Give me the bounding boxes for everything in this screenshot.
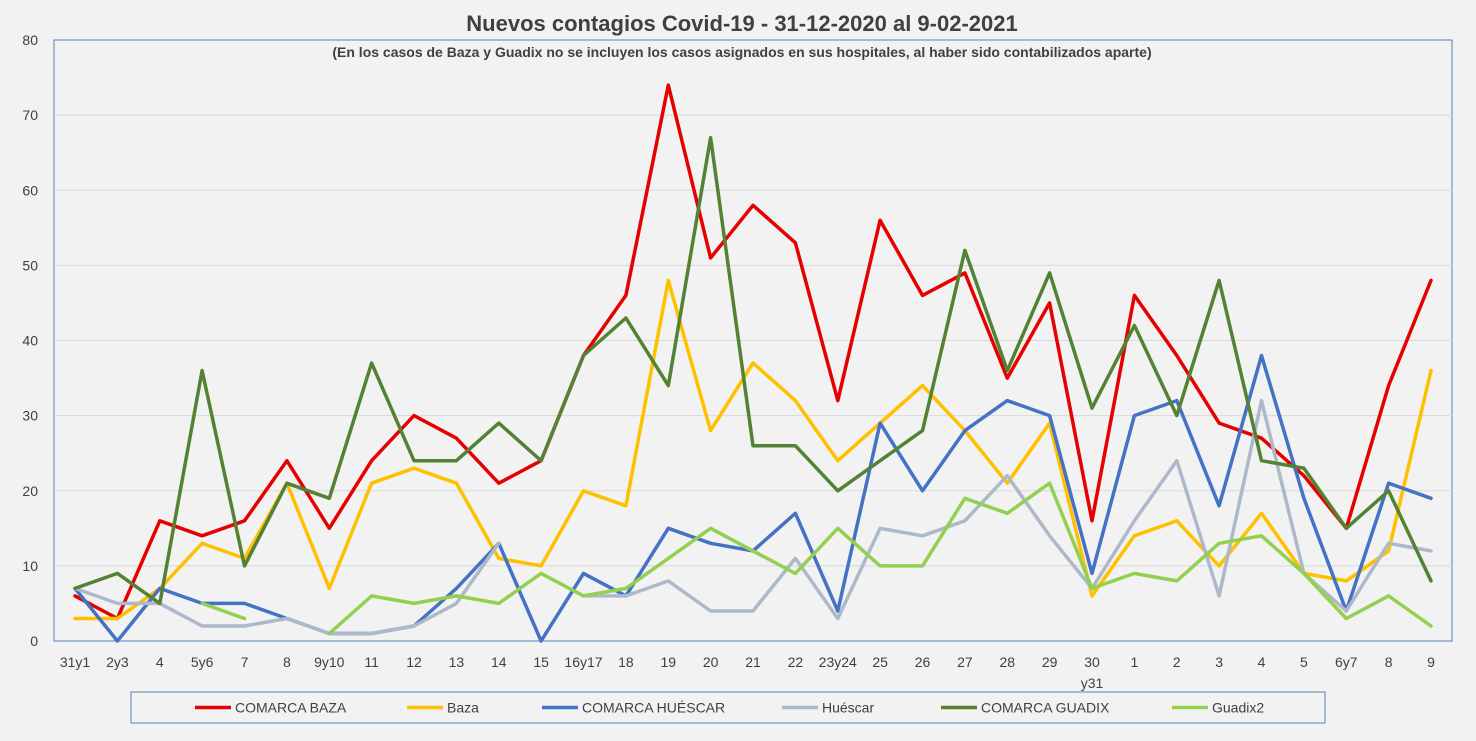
x-tick-label: 22 xyxy=(788,654,804,670)
series-line-5 xyxy=(200,481,1433,636)
y-axis-ticks: 0 10 20 30 40 50 60 70 80 xyxy=(22,32,38,649)
x-tick-label: 2 xyxy=(1173,654,1181,670)
legend-label: Baza xyxy=(447,700,479,716)
x-tick-label: 4 xyxy=(1258,654,1266,670)
x-tick-label: 6y7 xyxy=(1335,654,1358,670)
x-tick-label: 18 xyxy=(618,654,634,670)
x-tick-label: 14 xyxy=(491,654,507,670)
x-tick-label: 29 xyxy=(1042,654,1058,670)
x-tick-label: 5 xyxy=(1300,654,1308,670)
y-tick-label: 40 xyxy=(22,333,38,349)
gridlines xyxy=(54,114,1452,567)
y-tick-label: 20 xyxy=(22,483,38,499)
x-tick-label: 15 xyxy=(533,654,549,670)
x-tick-label: 28 xyxy=(999,654,1015,670)
x-tick-label: 4 xyxy=(156,654,164,670)
x-tick-label: 20 xyxy=(703,654,719,670)
chart-subtitle: (En los casos de Baza y Guadix no se inc… xyxy=(332,44,1151,60)
x-tick-label: 16y17 xyxy=(564,654,602,670)
y-tick-label: 0 xyxy=(30,633,38,649)
x-tick-label: 27 xyxy=(957,654,973,670)
x-tick-label: 21 xyxy=(745,654,761,670)
y-tick-label: 30 xyxy=(22,408,38,424)
x-tick-label: 13 xyxy=(449,654,465,670)
legend-label: Guadix2 xyxy=(1212,700,1264,716)
legend-label: Huéscar xyxy=(822,700,874,716)
series-line-3 xyxy=(73,398,1433,636)
x-tick-label: 9 xyxy=(1427,654,1435,670)
legend-label: COMARCA GUADIX xyxy=(981,700,1110,716)
y-tick-label: 50 xyxy=(22,257,38,273)
x-tick-label: 26 xyxy=(915,654,931,670)
legend-label: COMARCA BAZA xyxy=(235,700,347,716)
x-tick-sublabel: y31 xyxy=(1081,675,1104,691)
series-line-4 xyxy=(73,135,1433,606)
x-tick-label: 30 xyxy=(1084,654,1100,670)
x-tick-label: 19 xyxy=(660,654,676,670)
x-tick-label: 2y3 xyxy=(106,654,129,670)
x-tick-label: 31y1 xyxy=(60,654,91,670)
x-tick-label: 11 xyxy=(364,654,379,670)
legend: COMARCA BAZA Baza COMARCA HUÉSCAR Huéscar CO… xyxy=(195,700,1264,716)
y-tick-label: 60 xyxy=(22,182,38,198)
x-tick-label: 8 xyxy=(283,654,291,670)
chart-title: Nuevos contagios Covid-19 - 31-12-2020 a… xyxy=(466,11,1017,36)
legend-box xyxy=(130,691,1326,724)
x-tick-label: 1 xyxy=(1130,654,1138,670)
x-tick-label: 9y10 xyxy=(314,654,345,670)
x-tick-label: 8 xyxy=(1385,654,1393,670)
x-tick-label: 5y6 xyxy=(191,654,214,670)
x-tick-label: 7 xyxy=(241,654,249,670)
x-tick-label: 23y24 xyxy=(819,654,857,670)
y-tick-label: 10 xyxy=(22,558,38,574)
x-tick-label: 25 xyxy=(872,654,888,670)
y-tick-label: 70 xyxy=(22,107,38,123)
series-line-0 xyxy=(73,83,1433,621)
legend-label: COMARCA HUÉSCAR xyxy=(582,700,725,716)
x-tick-label: 12 xyxy=(406,654,422,670)
x-tick-label: 3 xyxy=(1215,654,1223,670)
y-tick-label: 80 xyxy=(22,32,38,48)
series-lines xyxy=(73,83,1433,643)
x-axis-ticks: 31y1 2y3 4 5y6 7 8 9y10 11 12 13 14 15 16y17 18 19 20 21… xyxy=(60,654,1435,691)
